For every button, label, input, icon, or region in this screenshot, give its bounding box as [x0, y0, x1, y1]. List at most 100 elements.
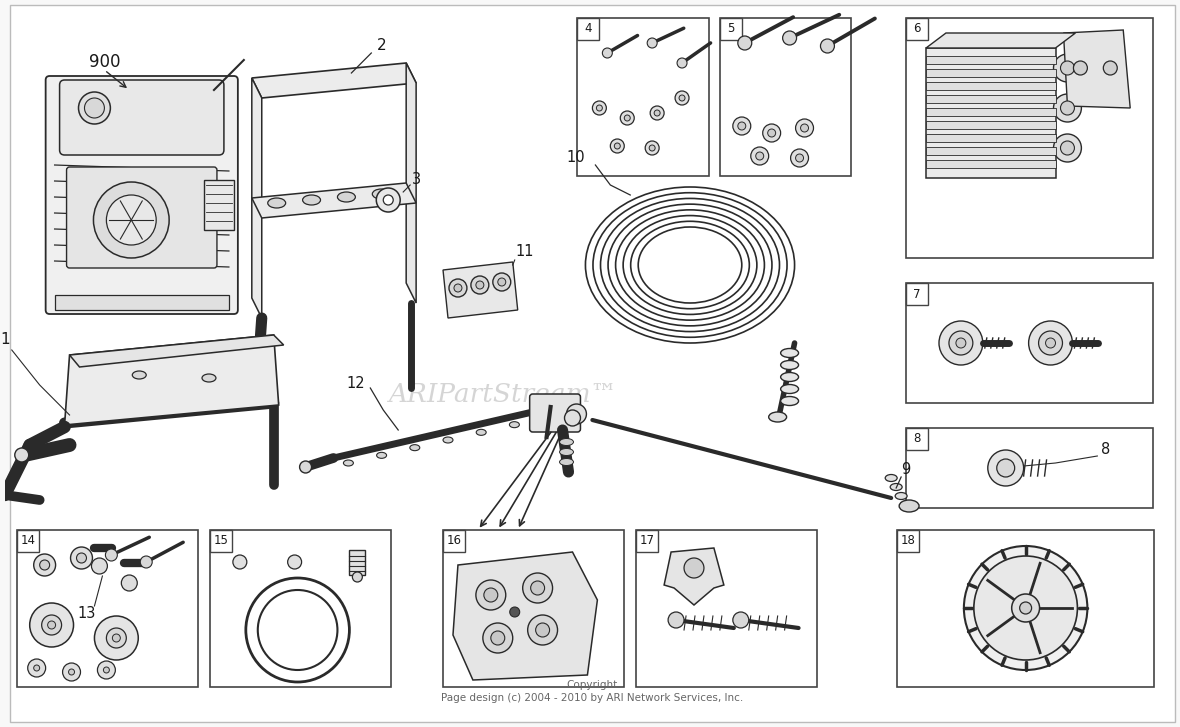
Circle shape	[1045, 338, 1055, 348]
Circle shape	[79, 92, 111, 124]
Circle shape	[1061, 141, 1075, 155]
Text: 8: 8	[913, 433, 920, 446]
Circle shape	[820, 39, 834, 53]
Text: 11: 11	[516, 244, 533, 260]
Text: 4: 4	[584, 23, 592, 36]
Circle shape	[1054, 94, 1081, 122]
Bar	[906, 283, 1153, 403]
Bar	[906, 18, 927, 40]
Circle shape	[493, 273, 511, 291]
Ellipse shape	[559, 449, 573, 456]
Circle shape	[649, 145, 655, 151]
Circle shape	[98, 661, 116, 679]
Text: 12: 12	[346, 376, 365, 390]
Circle shape	[1061, 61, 1075, 75]
Circle shape	[1011, 594, 1040, 622]
Bar	[906, 428, 1153, 508]
Text: 9: 9	[902, 462, 911, 478]
Circle shape	[34, 554, 55, 576]
Ellipse shape	[132, 371, 146, 379]
Circle shape	[964, 546, 1088, 670]
Circle shape	[510, 607, 519, 617]
Circle shape	[768, 129, 775, 137]
Ellipse shape	[376, 452, 387, 458]
Circle shape	[988, 450, 1023, 486]
Bar	[926, 134, 1055, 142]
Circle shape	[288, 555, 302, 569]
Bar	[577, 18, 709, 176]
Text: Copyright: Copyright	[566, 680, 618, 690]
Polygon shape	[453, 552, 597, 680]
Circle shape	[762, 124, 781, 142]
Circle shape	[791, 149, 808, 167]
Bar	[17, 530, 198, 687]
Polygon shape	[406, 63, 417, 303]
Ellipse shape	[559, 459, 573, 465]
Text: 17: 17	[640, 534, 655, 547]
Circle shape	[645, 141, 660, 155]
Circle shape	[40, 560, 50, 570]
Circle shape	[34, 665, 40, 671]
Bar	[897, 530, 1154, 687]
Ellipse shape	[268, 198, 286, 208]
Bar	[926, 56, 1055, 64]
Ellipse shape	[477, 430, 486, 435]
Circle shape	[232, 555, 247, 569]
Circle shape	[140, 556, 152, 568]
Bar	[349, 550, 366, 575]
FancyBboxPatch shape	[530, 394, 581, 432]
FancyBboxPatch shape	[59, 80, 224, 155]
Circle shape	[1103, 61, 1117, 75]
Circle shape	[536, 623, 550, 637]
Circle shape	[782, 31, 796, 45]
Text: ARIPartStream™: ARIPartStream™	[388, 382, 617, 408]
Bar	[926, 121, 1055, 129]
Bar	[720, 18, 851, 176]
Polygon shape	[664, 548, 723, 605]
Circle shape	[106, 628, 126, 648]
Ellipse shape	[781, 372, 799, 382]
Bar	[897, 530, 919, 552]
FancyBboxPatch shape	[66, 167, 217, 268]
Ellipse shape	[781, 361, 799, 369]
Bar	[926, 82, 1055, 90]
Circle shape	[105, 549, 117, 561]
Circle shape	[93, 182, 169, 258]
Circle shape	[564, 410, 581, 426]
Ellipse shape	[559, 438, 573, 446]
Polygon shape	[251, 63, 417, 98]
Circle shape	[566, 404, 586, 424]
Circle shape	[675, 91, 689, 105]
Text: 3: 3	[412, 172, 421, 188]
Circle shape	[678, 95, 686, 101]
Circle shape	[454, 284, 461, 292]
Polygon shape	[442, 262, 518, 318]
Circle shape	[77, 553, 86, 563]
Circle shape	[624, 115, 630, 121]
Circle shape	[795, 119, 813, 137]
Ellipse shape	[510, 422, 519, 427]
Circle shape	[1054, 54, 1081, 82]
Ellipse shape	[202, 374, 216, 382]
Circle shape	[1074, 61, 1088, 75]
Circle shape	[27, 659, 46, 677]
Bar	[926, 160, 1055, 168]
Circle shape	[733, 117, 750, 135]
Circle shape	[384, 195, 393, 205]
Circle shape	[800, 124, 808, 132]
Text: 900: 900	[88, 53, 120, 71]
Circle shape	[122, 575, 137, 591]
Bar	[210, 530, 392, 687]
Text: 1: 1	[0, 332, 9, 348]
Text: 10: 10	[566, 150, 585, 164]
Circle shape	[450, 279, 467, 297]
Ellipse shape	[885, 475, 897, 481]
Polygon shape	[251, 183, 417, 218]
Bar	[17, 530, 39, 552]
Ellipse shape	[302, 195, 321, 205]
Polygon shape	[926, 33, 1075, 48]
Circle shape	[68, 669, 74, 675]
Circle shape	[733, 612, 749, 628]
Circle shape	[939, 321, 983, 365]
Bar	[636, 530, 658, 552]
